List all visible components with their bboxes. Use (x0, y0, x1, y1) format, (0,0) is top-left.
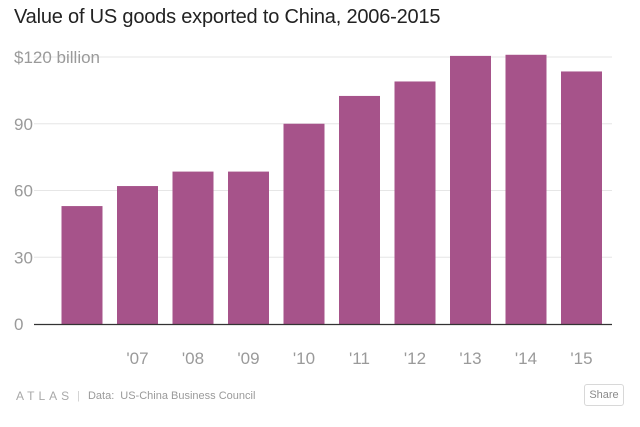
y-tick-label: 60 (14, 182, 33, 201)
x-tick-label: '09 (237, 349, 259, 368)
bar-2014 (505, 54, 547, 325)
y-tick-label: 0 (14, 315, 23, 334)
x-tick-label: '13 (459, 349, 481, 368)
bar-2009 (228, 171, 269, 324)
x-tick-label: '08 (182, 349, 204, 368)
bar-2012 (394, 81, 436, 324)
y-tick-label: $120 billion (14, 48, 100, 67)
source-text: US-China Business Council (120, 390, 256, 402)
bar-2007 (117, 186, 158, 324)
bar-2015 (561, 71, 602, 325)
y-tick-label: 90 (14, 115, 33, 134)
axes: 0 30 60 90 $120 billion '07 '08 '09 '10 '11 '12 '13… (14, 48, 612, 368)
x-tick-label: '07 (126, 349, 148, 368)
atlas-logo[interactable]: ATLAS (16, 389, 74, 403)
bar-2006 (61, 206, 103, 324)
footer: ATLAS | Data: US-China Business Council (16, 386, 255, 406)
bar-2010 (283, 123, 325, 324)
x-tick-label: '12 (404, 349, 426, 368)
bar-2011 (339, 95, 380, 324)
y-tick-label: 30 (14, 248, 33, 267)
x-tick-label: '14 (515, 349, 537, 368)
bar-2013 (450, 55, 491, 324)
share-button[interactable]: Share (584, 384, 624, 406)
x-tick-label: '10 (293, 349, 315, 368)
footer-divider: | (77, 390, 80, 402)
bars (61, 54, 602, 325)
bar-2008 (172, 171, 214, 324)
chart-title: Value of US goods exported to China, 200… (14, 6, 441, 28)
x-tick-label: '11 (349, 349, 370, 368)
x-tick-label: '15 (570, 349, 592, 368)
source-label: Data: (87, 390, 115, 402)
bar-chart: 0 30 60 90 $120 billion '07 '08 '09 '10 '11 '12 '13… (14, 48, 612, 368)
